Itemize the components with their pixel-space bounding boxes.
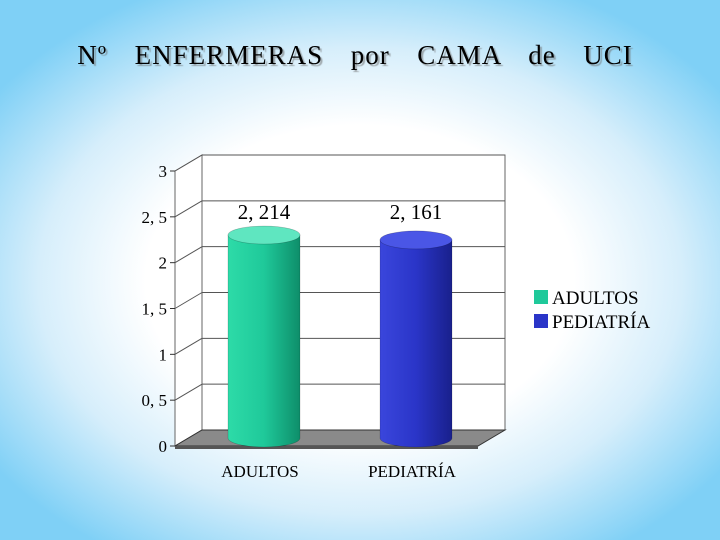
y-tick-label: 3 (159, 162, 168, 181)
data-label: 2, 161 (390, 200, 443, 224)
legend-label: PEDIATRÍA (552, 311, 650, 333)
legend-swatch (534, 290, 548, 304)
x-tick-label: ADULTOS (221, 462, 298, 481)
y-tick-label: 1 (159, 345, 168, 364)
gridline-side (174, 246, 203, 264)
floor (173, 429, 507, 447)
gridline-side (174, 154, 203, 172)
y-tick-label: 2, 5 (142, 208, 168, 227)
legend-label: ADULTOS (552, 288, 639, 309)
y-tick-label: 0, 5 (142, 391, 168, 410)
y-tick-label: 0 (159, 437, 168, 456)
y-tick-label: 1, 5 (142, 300, 168, 319)
legend-swatch (534, 314, 548, 328)
y-tick-label: 2 (159, 254, 168, 273)
gridline-side (174, 200, 203, 218)
bar-adultos (227, 234, 301, 448)
gridline-side (174, 292, 203, 309)
bar-top-adultos (227, 225, 301, 245)
bar-top-pediatría (379, 230, 453, 250)
chart-title: Nº ENFERMERAS por CAMA de UCI (77, 40, 633, 70)
bar-pediatría (379, 239, 453, 448)
gridline-side (174, 383, 203, 401)
x-tick-label: PEDIATRÍA (368, 462, 457, 481)
gridline-side (174, 337, 203, 355)
data-label: 2, 214 (238, 200, 291, 224)
floor-edge (175, 446, 478, 449)
